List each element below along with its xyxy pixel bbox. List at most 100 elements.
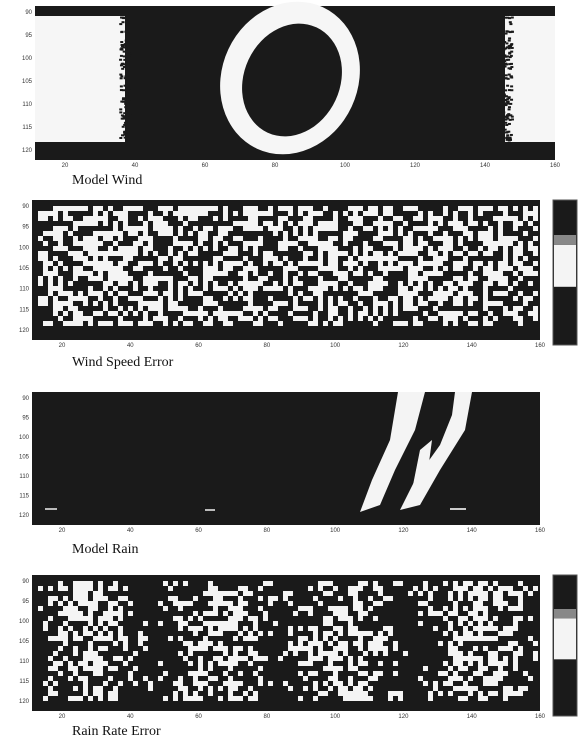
noise-cell	[123, 276, 128, 281]
noise-cell	[513, 691, 518, 696]
noise-cell	[188, 241, 193, 246]
caption: Wind Speed Error	[72, 355, 174, 370]
noise-cell	[113, 301, 118, 306]
noise-cell	[93, 256, 98, 261]
x-tick-label: 40	[132, 163, 139, 169]
edge-speck	[502, 64, 506, 67]
noise-cell	[93, 691, 98, 696]
noise-cell	[288, 241, 293, 246]
noise-cell	[38, 281, 43, 286]
noise-cell	[43, 696, 48, 701]
noise-cell	[433, 236, 438, 241]
noise-cell	[368, 641, 373, 646]
noise-cell	[478, 666, 483, 671]
noise-cell	[188, 696, 193, 701]
noise-cell	[93, 656, 98, 661]
edge-speck	[507, 130, 511, 133]
noise-cell	[158, 311, 163, 316]
noise-cell	[183, 206, 188, 211]
edge-speck	[502, 100, 506, 103]
noise-cell	[468, 296, 473, 301]
noise-cell	[363, 306, 368, 311]
noise-cell	[248, 696, 253, 701]
noise-cell	[508, 641, 513, 646]
noise-cell	[453, 631, 458, 636]
noise-cell	[238, 271, 243, 276]
noise-cell	[128, 671, 133, 676]
noise-cell	[458, 666, 463, 671]
noise-cell	[468, 291, 473, 296]
noise-cell	[463, 256, 468, 261]
edge-speck	[505, 136, 509, 139]
noise-cell	[513, 621, 518, 626]
noise-cell	[103, 611, 108, 616]
noise-cell	[93, 291, 98, 296]
noise-cell	[453, 221, 458, 226]
noise-cell	[283, 216, 288, 221]
noise-cell	[338, 271, 343, 276]
noise-cell	[173, 256, 178, 261]
noise-cell	[353, 606, 358, 611]
noise-cell	[253, 671, 258, 676]
noise-cell	[48, 321, 53, 326]
y-tick-label: 105	[22, 79, 33, 85]
noise-cell	[493, 316, 498, 321]
noise-cell	[88, 631, 93, 636]
noise-cell	[78, 676, 83, 681]
noise-cell	[198, 671, 203, 676]
noise-cell	[238, 601, 243, 606]
noise-cell	[233, 236, 238, 241]
noise-cell	[278, 221, 283, 226]
noise-cell	[433, 251, 438, 256]
noise-cell	[143, 276, 148, 281]
noise-cell	[443, 616, 448, 621]
noise-cell	[443, 256, 448, 261]
noise-cell	[93, 686, 98, 691]
noise-cell	[58, 231, 63, 236]
noise-cell	[228, 621, 233, 626]
noise-cell	[208, 581, 213, 586]
noise-cell	[368, 206, 373, 211]
noise-cell	[43, 241, 48, 246]
edge-speck	[510, 98, 514, 101]
noise-cell	[388, 596, 393, 601]
edge-speck	[506, 30, 510, 33]
edge-speck	[510, 66, 514, 69]
noise-cell	[498, 591, 503, 596]
noise-cell	[103, 596, 108, 601]
noise-cell	[153, 306, 158, 311]
noise-cell	[163, 231, 168, 236]
noise-cell	[258, 586, 263, 591]
noise-cell	[213, 606, 218, 611]
edge-speck	[123, 136, 127, 139]
noise-cell	[73, 686, 78, 691]
noise-cell	[458, 276, 463, 281]
noise-cell	[198, 616, 203, 621]
edge-speck	[510, 46, 514, 49]
edge-speck	[510, 85, 514, 88]
noise-cell	[268, 596, 273, 601]
noise-cell	[198, 306, 203, 311]
noise-cell	[403, 251, 408, 256]
noise-cell	[53, 226, 58, 231]
noise-cell	[488, 231, 493, 236]
noise-cell	[288, 206, 293, 211]
noise-cell	[468, 621, 473, 626]
noise-cell	[458, 311, 463, 316]
noise-cell	[158, 216, 163, 221]
noise-cell	[348, 676, 353, 681]
noise-cell	[348, 696, 353, 701]
noise-cell	[463, 581, 468, 586]
noise-cell	[478, 601, 483, 606]
noise-cell	[483, 636, 488, 641]
noise-cell	[433, 271, 438, 276]
noise-cell	[193, 696, 198, 701]
noise-cell	[213, 631, 218, 636]
noise-cell	[333, 321, 338, 326]
noise-cell	[253, 286, 258, 291]
noise-cell	[48, 656, 53, 661]
noise-cell	[158, 221, 163, 226]
noise-cell	[98, 251, 103, 256]
noise-cell	[443, 631, 448, 636]
noise-cell	[313, 696, 318, 701]
